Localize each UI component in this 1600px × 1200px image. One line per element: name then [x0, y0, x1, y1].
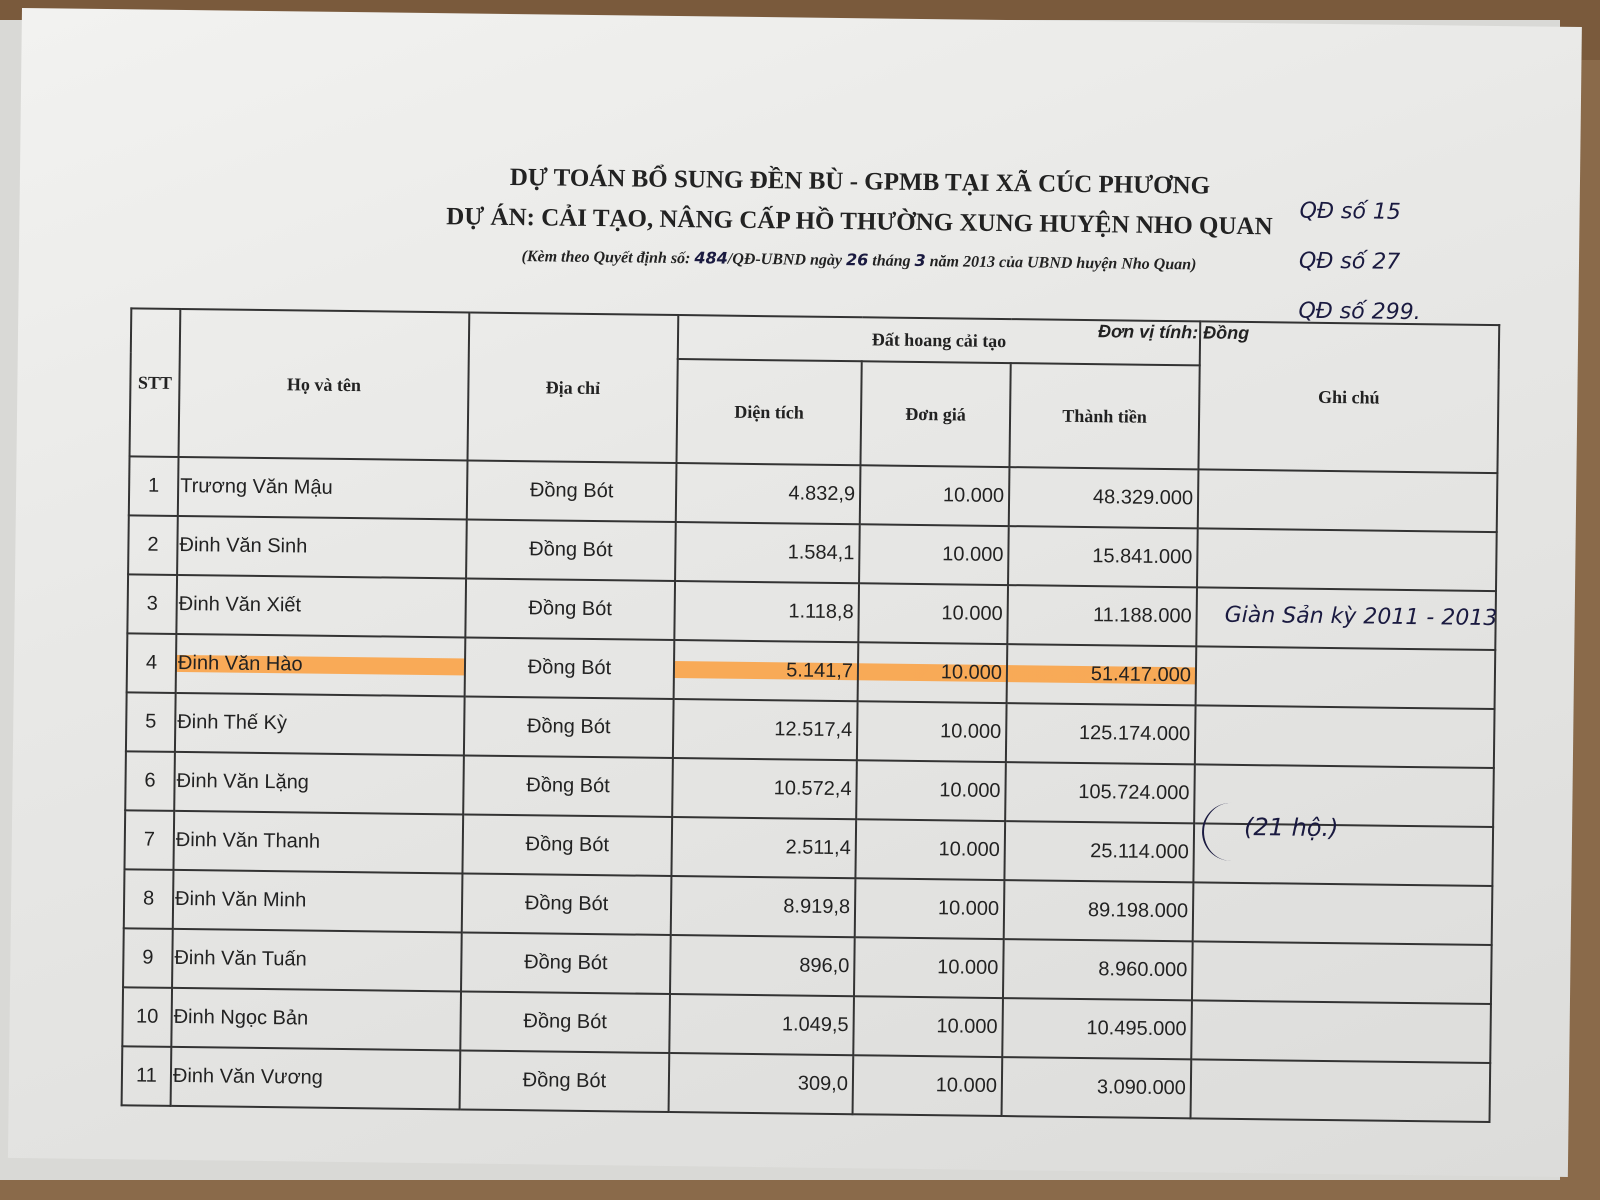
cell-note: [1197, 469, 1498, 533]
header-address: Địa chỉ: [467, 312, 679, 464]
cell-address: Đồng Bót: [459, 1050, 670, 1112]
cell-area: 12.517,4: [672, 699, 858, 761]
header-note: Ghi chú: [1198, 321, 1500, 474]
cell-amount: 51.417.000: [1006, 644, 1197, 706]
cell-area: 2.511,4: [671, 817, 857, 879]
cell-amount: 105.724.000: [1005, 762, 1195, 824]
cell-unit-price: 10.000: [856, 760, 1006, 822]
cell-stt: 10: [122, 987, 173, 1047]
handwritten-decision-number: 484: [694, 248, 728, 268]
cell-area: 4.832,9: [675, 463, 861, 525]
handwritten-day: 26: [845, 250, 869, 270]
cell-stt: 2: [128, 515, 178, 575]
cell-unit-price: 10.000: [853, 937, 1004, 999]
cell-stt: 6: [125, 751, 175, 811]
cell-area: 1.118,8: [674, 581, 860, 643]
cell-note: [1195, 646, 1496, 710]
cell-address: Đồng Bót: [461, 932, 671, 994]
handwritten-note: Giàn Sản kỳ 2011 - 2013: [1224, 602, 1498, 632]
cell-area: 5.141,7: [673, 640, 859, 702]
cell-address: Đồng Bót: [463, 755, 673, 818]
cell-address: Đồng Bót: [465, 578, 676, 641]
cell-area: 896,0: [670, 934, 855, 997]
cell-name: Trương Văn Mậu: [177, 456, 468, 520]
cell-area: 309,0: [668, 1052, 854, 1115]
cell-name: Đinh Văn Lặng: [174, 751, 464, 815]
cell-amount: 10.495.000: [1002, 998, 1192, 1060]
header-name: Họ và tên: [178, 308, 470, 461]
cell-note: [1191, 1000, 1491, 1064]
cell-address: Đồng Bót: [460, 991, 671, 1053]
cell-area: 10.572,4: [672, 758, 857, 820]
cell-unit-price: 10.000: [853, 996, 1003, 1058]
document-page: DỰ TOÁN BỔ SUNG ĐỀN BÙ - GPMB TẠI XÃ CÚC…: [7, 8, 1582, 1177]
cell-area: 1.584,1: [675, 522, 860, 584]
cell-unit-price: 10.000: [856, 701, 1007, 763]
cell-name: Đinh Văn Vương: [170, 1046, 461, 1110]
cell-amount: 11.188.000: [1007, 585, 1198, 647]
cell-name: Đinh Văn Minh: [172, 869, 463, 933]
handwritten-ref: QĐ số 15: [1299, 198, 1402, 225]
cell-unit-price: 10.000: [852, 1055, 1003, 1117]
cell-note: [1190, 1059, 1491, 1123]
cell-note: [1191, 941, 1492, 1005]
header-area: Diện tích: [676, 359, 862, 466]
cell-amount: 125.174.000: [1005, 703, 1196, 765]
cell-amount: 48.329.000: [1008, 467, 1199, 529]
cell-stt: 7: [124, 810, 175, 870]
cell-stt: 3: [127, 574, 178, 634]
cell-address: Đồng Bót: [466, 519, 676, 582]
cell-note: [1194, 705, 1495, 769]
cell-address: Đồng Bót: [463, 696, 674, 759]
cell-amount: 89.198.000: [1003, 880, 1194, 942]
cell-address: Đồng Bót: [461, 873, 672, 935]
cell-name: Đinh Văn Sinh: [177, 515, 467, 579]
handwritten-count: (21 hộ.): [1201, 802, 1359, 863]
cell-name: Đinh Thế Kỳ: [174, 692, 465, 756]
header-unit-price: Đơn giá: [860, 361, 1011, 468]
cell-area: 8.919,8: [670, 875, 856, 938]
cell-area: 1.049,5: [669, 993, 854, 1056]
cell-stt: 5: [125, 692, 176, 752]
cell-stt: 1: [128, 456, 179, 516]
cell-stt: 9: [123, 928, 173, 988]
header-amount: Thành tiền: [1009, 363, 1200, 470]
cell-address: Đồng Bót: [466, 460, 677, 523]
cell-stt: 8: [123, 869, 174, 929]
cell-name: Đinh Ngọc Bản: [171, 987, 462, 1051]
cell-unit-price: 10.000: [857, 642, 1008, 704]
cell-amount: 15.841.000: [1008, 526, 1198, 588]
cell-amount: 8.960.000: [1002, 939, 1193, 1001]
cell-unit-price: 10.000: [859, 524, 1009, 586]
compensation-table: STT Họ và tên Địa chỉ Đất hoang cải tạo …: [121, 307, 1501, 1123]
handwritten-month: 3: [914, 250, 926, 271]
cell-unit-price: 10.000: [859, 465, 1010, 527]
cell-name: Đinh Văn Thanh: [173, 810, 464, 874]
cell-stt: 4: [126, 633, 177, 693]
cell-note: [1197, 528, 1497, 592]
cell-name: Đinh Văn Tuấn: [172, 928, 462, 992]
cell-name: Đinh Văn Xiết: [176, 574, 467, 638]
header-stt: STT: [129, 308, 181, 457]
cell-note: [1192, 882, 1493, 946]
cell-unit-price: 10.000: [854, 878, 1005, 940]
cell-amount: 25.114.000: [1004, 821, 1195, 883]
cell-unit-price: 10.000: [858, 583, 1009, 645]
handwritten-ref: QĐ số 27: [1298, 248, 1401, 275]
cell-amount: 3.090.000: [1001, 1057, 1192, 1119]
cell-unit-price: 10.000: [855, 819, 1006, 881]
cell-address: Đồng Bót: [464, 637, 675, 700]
header-land-group: Đất hoang cải tạo: [677, 315, 1201, 366]
cell-name: Đinh Văn Hào: [175, 633, 466, 697]
cell-stt: 11: [121, 1046, 172, 1106]
cell-address: Đồng Bót: [462, 814, 673, 876]
